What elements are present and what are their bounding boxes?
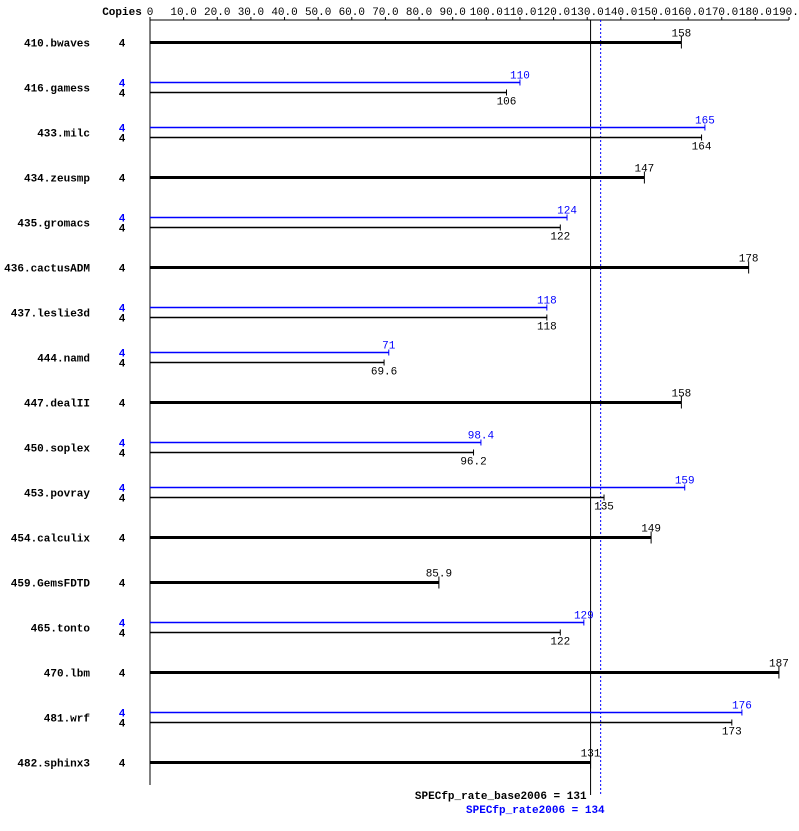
copies-base: 4 [119, 534, 126, 546]
x-tick-label: 130.0 [571, 7, 604, 19]
x-tick-label: 60.0 [339, 7, 365, 19]
spec-chart: 0 10.0 20.0 30.0 40.0 50.0 60.0 70.0 80.0 90.0 100… [0, 0, 799, 831]
base-value: 106 [497, 97, 517, 109]
copies-base: 4 [119, 39, 126, 51]
peak-value: 159 [675, 476, 695, 488]
x-tick-label: 40.0 [271, 7, 297, 19]
copies-base: 4 [119, 314, 126, 326]
copies-base: 4 [119, 494, 126, 506]
x-tick-label: 120.0 [537, 7, 570, 19]
copies-base: 4 [119, 669, 126, 681]
benchmark-name: 465.tonto [31, 624, 91, 636]
x-tick-label: 170.0 [705, 7, 738, 19]
benchmark-name: 437.leslie3d [11, 309, 90, 321]
copies-base: 4 [119, 759, 126, 771]
copies-base: 4 [119, 264, 126, 276]
base-value: 178 [739, 254, 759, 266]
base-value: 173 [722, 727, 742, 739]
benchmark-name: 459.GemsFDTD [11, 579, 91, 591]
copies-base: 4 [119, 89, 126, 101]
x-tick-label: 90.0 [439, 7, 465, 19]
base-value: 122 [550, 232, 570, 244]
peak-value: 118 [537, 296, 557, 308]
copies-header: Copies [102, 7, 142, 19]
benchmark-name: 450.soplex [24, 444, 90, 456]
base-value: 149 [641, 524, 661, 536]
peak-value: 176 [732, 701, 752, 713]
copies-base: 4 [119, 449, 126, 461]
copies-base: 4 [119, 399, 126, 411]
copies-base: 4 [119, 579, 126, 591]
x-tick-label: 160.0 [672, 7, 705, 19]
x-tick-label: 0 [147, 7, 154, 19]
x-tick-label: 20.0 [204, 7, 230, 19]
base-value: 135 [594, 502, 614, 514]
copies-base: 4 [119, 134, 126, 146]
copies-base: 4 [119, 224, 126, 236]
benchmark-name: 470.lbm [44, 669, 91, 681]
benchmark-name: 453.povray [24, 489, 90, 501]
x-tick-label: 110.0 [503, 7, 536, 19]
x-tick-label: 140.0 [604, 7, 637, 19]
base-value: 85.9 [426, 569, 452, 581]
benchmark-name: 436.cactusADM [4, 264, 90, 276]
peak-value: 129 [574, 611, 594, 623]
peak-value: 71 [382, 341, 396, 353]
x-tick-label: 10.0 [170, 7, 196, 19]
base-value: 187 [769, 659, 789, 671]
benchmark-name: 444.namd [37, 354, 90, 366]
base-value: 147 [634, 164, 654, 176]
base-value: 164 [692, 142, 712, 154]
x-tick-label: 180.0 [739, 7, 772, 19]
peak-value: 165 [695, 116, 715, 128]
footer-peak: SPECfp_rate2006 = 134 [466, 805, 605, 817]
x-tick-label: 80.0 [406, 7, 432, 19]
peak-value: 124 [557, 206, 577, 218]
benchmark-name: 447.dealII [24, 399, 90, 411]
benchmark-name: 454.calculix [11, 534, 91, 546]
base-value: 122 [550, 637, 570, 649]
x-tick-label: 50.0 [305, 7, 331, 19]
base-value: 158 [671, 389, 691, 401]
x-tick-label: 100.0 [470, 7, 503, 19]
benchmark-name: 435.gromacs [17, 219, 90, 231]
base-value: 118 [537, 322, 557, 334]
base-value: 96.2 [460, 457, 486, 469]
footer-base: SPECfp_rate_base2006 = 131 [415, 791, 587, 803]
copies-base: 4 [119, 629, 126, 641]
copies-base: 4 [119, 719, 126, 731]
peak-value: 98.4 [468, 431, 495, 443]
peak-value: 110 [510, 71, 530, 83]
base-value: 158 [671, 29, 691, 41]
benchmark-name: 481.wrf [44, 714, 91, 726]
base-value: 131 [581, 749, 601, 761]
x-tick-label: 70.0 [372, 7, 398, 19]
x-tick-label: 150.0 [638, 7, 671, 19]
x-tick-label: 190.0 [772, 7, 799, 19]
benchmark-name: 410.bwaves [24, 39, 90, 51]
benchmark-name: 416.gamess [24, 84, 90, 96]
copies-base: 4 [119, 359, 126, 371]
copies-base: 4 [119, 174, 126, 186]
benchmark-name: 433.milc [37, 129, 90, 141]
base-value: 69.6 [371, 367, 397, 379]
x-tick-label: 30.0 [238, 7, 264, 19]
benchmark-name: 482.sphinx3 [17, 759, 90, 771]
benchmark-name: 434.zeusmp [24, 174, 90, 186]
